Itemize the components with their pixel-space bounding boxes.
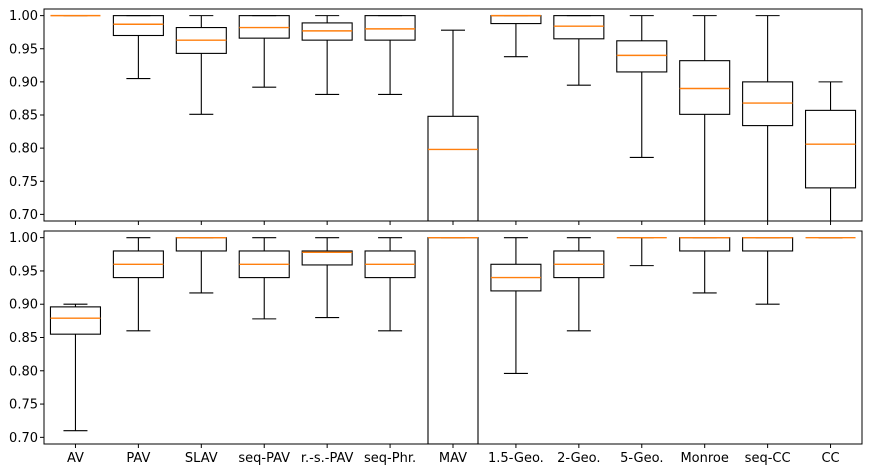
x-tick-label: CC <box>821 451 839 466</box>
box <box>616 40 668 73</box>
axes-frame-2 <box>43 230 863 445</box>
y-tick-label: 0.75 <box>9 398 38 413</box>
x-tick-label: 1.5-Geo. <box>488 451 544 466</box>
y-tick-label: 0.70 <box>9 431 38 446</box>
y-tick-label: 1.00 <box>9 9 38 24</box>
box <box>427 115 479 221</box>
y-tick-label: 0.90 <box>9 75 38 90</box>
y-tick-label: 0.95 <box>9 264 38 279</box>
box <box>490 15 542 25</box>
box <box>49 306 102 335</box>
y-tick-label: 0.85 <box>9 331 38 346</box>
y-tick-label: 0.85 <box>9 109 38 124</box>
panel-1-boxes <box>50 14 857 221</box>
x-tick-label: AV <box>67 451 84 466</box>
box <box>679 60 731 115</box>
y-tick-label: 0.70 <box>9 208 38 223</box>
x-tick-label: seq-CC <box>745 451 791 466</box>
x-tick-label: Monroe <box>680 451 728 466</box>
x-tick-label: 2-Geo. <box>557 451 600 466</box>
y-tick-label: 0.80 <box>9 142 38 157</box>
box <box>112 15 164 37</box>
box <box>175 237 227 252</box>
x-tick-label: PAV <box>126 451 150 466</box>
y-tick-label: 1.00 <box>9 231 38 246</box>
panel-2-boxes <box>49 236 856 444</box>
box <box>742 237 794 252</box>
box <box>804 109 857 189</box>
x-tick-label: MAV <box>439 451 467 466</box>
x-tick-label: seq-Phr. <box>364 451 416 466</box>
box <box>427 237 479 444</box>
x-tick-label: seq-PAV <box>238 451 290 466</box>
box <box>364 15 416 41</box>
box <box>679 237 731 252</box>
x-tick-label: r.-s.-PAV <box>301 451 354 466</box>
box <box>301 250 353 266</box>
y-tick-label: 0.95 <box>9 42 38 57</box>
x-tick-label: 5-Geo. <box>620 451 663 466</box>
x-tick-label: SLAV <box>185 451 218 466</box>
y-tick-label: 0.80 <box>9 364 38 379</box>
box <box>553 15 605 40</box>
y-tick-label: 0.75 <box>9 175 38 190</box>
y-tick-label: 0.90 <box>9 298 38 313</box>
